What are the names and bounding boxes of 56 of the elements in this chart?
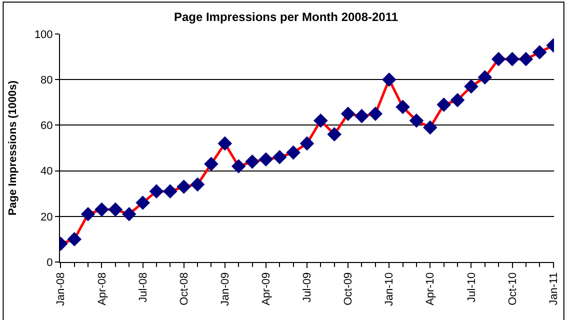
y-tick-label: 20 xyxy=(40,211,53,224)
point xyxy=(80,206,96,222)
point xyxy=(450,92,465,108)
point xyxy=(286,145,300,160)
x-tick-label: Apr-08 xyxy=(96,272,108,306)
x-tick-label: Jul-08 xyxy=(137,272,150,302)
point xyxy=(436,98,451,112)
x-tick-label: Apr-09 xyxy=(260,272,273,306)
point xyxy=(505,52,520,66)
chart-title: Page Impressions per Month 2008-2011 xyxy=(174,10,398,24)
point xyxy=(245,154,260,169)
point xyxy=(176,180,191,194)
point xyxy=(423,120,438,135)
point xyxy=(122,206,136,222)
point xyxy=(300,136,314,151)
point xyxy=(464,79,478,94)
point xyxy=(354,108,369,124)
y-tick-label: 40 xyxy=(40,166,53,178)
point xyxy=(340,106,356,121)
point xyxy=(532,45,547,60)
point xyxy=(396,100,410,114)
point xyxy=(67,232,82,246)
point xyxy=(409,113,424,128)
y-tick-label: 80 xyxy=(40,74,53,86)
point xyxy=(382,72,396,87)
point xyxy=(258,152,274,167)
x-tick-label: Jul-09 xyxy=(302,272,314,302)
point xyxy=(218,136,232,151)
point xyxy=(163,184,178,198)
point xyxy=(518,52,534,66)
x-tick-label: Jan-11 xyxy=(548,272,560,306)
point xyxy=(231,159,246,174)
x-tick-label: Jul-10 xyxy=(466,272,478,302)
point xyxy=(149,184,164,198)
point xyxy=(314,113,328,128)
y-tick-label: 60 xyxy=(40,120,53,132)
x-tick-label: Oct-10 xyxy=(506,272,519,306)
x-tick-label: Oct-08 xyxy=(178,272,190,306)
y-tick-label: 100 xyxy=(34,28,53,41)
point xyxy=(368,106,383,121)
x-tick-label: Jan-09 xyxy=(219,272,232,306)
y-tick-label: 0 xyxy=(46,256,53,269)
point xyxy=(491,52,506,66)
x-tick-label: Oct-09 xyxy=(342,272,355,306)
point xyxy=(272,150,287,164)
point xyxy=(327,127,342,142)
point xyxy=(108,202,123,217)
point xyxy=(136,196,150,210)
x-tick-label: Jan-08 xyxy=(55,272,68,306)
y-axis-title: Page Impressions (1000s) xyxy=(7,80,20,216)
x-tick-label: Jan-10 xyxy=(384,272,396,306)
x-tick-label: Apr-10 xyxy=(424,272,437,306)
point xyxy=(94,202,109,217)
point xyxy=(204,156,218,172)
point xyxy=(190,177,205,192)
point xyxy=(478,70,492,84)
